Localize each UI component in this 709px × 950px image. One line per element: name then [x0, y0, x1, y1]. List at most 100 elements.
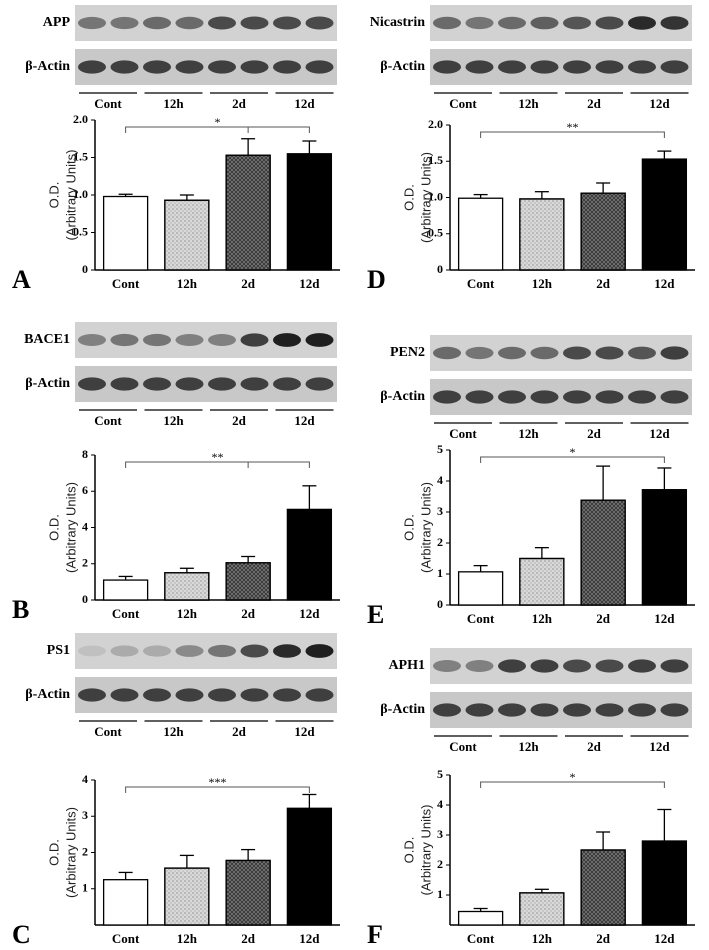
blot-band: [595, 703, 624, 717]
bar-texture: [225, 562, 271, 601]
significance-bracket: [125, 126, 310, 133]
blot-band: [498, 60, 526, 74]
x-tick-label: 12d: [654, 931, 675, 946]
significance-label: *: [215, 115, 221, 129]
blot-band: [465, 16, 494, 30]
bar: [102, 579, 149, 601]
blot-band: [433, 346, 461, 360]
x-tick-label: 2d: [596, 931, 611, 946]
y-tick-label: 2: [82, 556, 88, 570]
x-tick-label: Cont: [112, 606, 140, 621]
blot-band: [660, 16, 689, 30]
blot-band: [530, 659, 559, 673]
significance-bracket: [125, 461, 310, 468]
blot-band: [660, 703, 689, 717]
blot-band: [595, 60, 624, 74]
blot-band: [628, 60, 656, 74]
blot-band: [530, 60, 559, 74]
y-axis-label: O.D.: [401, 837, 416, 864]
lane-label: 12h: [163, 96, 184, 111]
bar: [457, 571, 504, 606]
y-tick-label: 4: [82, 519, 88, 533]
blot-band: [110, 60, 139, 74]
blot-band: [530, 16, 559, 30]
blot-band: [110, 16, 139, 30]
blot-band: [498, 703, 526, 717]
y-tick-label: 2: [437, 857, 443, 871]
blot-band: [240, 60, 269, 74]
blot-band: [273, 377, 301, 391]
bar: [457, 197, 504, 271]
bar-texture: [519, 198, 565, 271]
blot-band: [465, 660, 494, 672]
bar-texture: [519, 892, 565, 926]
blot-band: [78, 334, 106, 346]
blot-band: [305, 60, 334, 74]
blot-label: BACE1: [24, 332, 70, 347]
blot-band: [433, 703, 461, 717]
lane-label: 2d: [232, 413, 247, 428]
y-axis-label: (Arbitrary Units): [418, 482, 433, 573]
blot-band: [143, 645, 171, 657]
lane-label: Cont: [94, 413, 122, 428]
x-tick-label: Cont: [467, 611, 495, 626]
y-axis-label: O.D.: [401, 184, 416, 211]
blot-band: [143, 60, 171, 74]
blot-band: [595, 390, 624, 404]
y-tick-label: 4: [82, 772, 88, 786]
blot-band: [305, 333, 334, 347]
blot-band: [530, 346, 559, 360]
blot-band: [628, 703, 656, 717]
lane-label: 12d: [294, 96, 315, 111]
blot-band: [628, 16, 656, 30]
bar: [641, 840, 688, 926]
blot-label: PS1: [47, 643, 70, 658]
bar-texture: [164, 199, 210, 271]
blot-band: [240, 644, 269, 658]
x-tick-label: 12d: [654, 611, 675, 626]
y-tick-label: 2.0: [73, 112, 88, 126]
significance-bracket: [480, 131, 665, 138]
bar-texture: [580, 192, 626, 271]
blot-band: [563, 703, 591, 717]
blot-band: [660, 346, 689, 360]
blot-band: [563, 60, 591, 74]
bar-texture: [519, 557, 565, 606]
lane-label: 2d: [587, 96, 602, 111]
lane-label: 12d: [649, 96, 670, 111]
bar: [102, 879, 149, 926]
lane-label: 12h: [518, 739, 539, 754]
blot-band: [78, 60, 106, 74]
blot-band: [628, 390, 656, 404]
blot-band: [143, 377, 171, 391]
y-axis-label: (Arbitrary Units): [63, 149, 78, 240]
blot-band: [628, 659, 656, 673]
blot-label: APP: [43, 15, 71, 30]
bar: [641, 158, 688, 271]
significance-label: **: [567, 120, 579, 134]
blot-band: [208, 60, 236, 74]
lane-label: 12d: [294, 724, 315, 739]
blot-band: [273, 644, 301, 658]
blot-band: [143, 688, 171, 702]
blot-band: [208, 334, 236, 346]
panel-letter: B: [12, 595, 29, 624]
x-tick-label: 12h: [532, 611, 553, 626]
y-tick-label: 2.0: [428, 117, 443, 131]
panel-letter: F: [367, 920, 383, 949]
blot-band: [208, 688, 236, 702]
bar-texture: [225, 859, 271, 926]
y-tick-label: 1: [437, 566, 443, 580]
blot-band: [465, 703, 494, 717]
blot-band: [530, 390, 559, 404]
bar: [102, 195, 149, 271]
blot-band: [110, 377, 139, 391]
lane-label: Cont: [449, 96, 477, 111]
lane-label: Cont: [94, 724, 122, 739]
significance-label: **: [212, 450, 224, 464]
x-tick-label: Cont: [467, 276, 495, 291]
y-tick-label: 0: [437, 262, 443, 276]
bar-texture: [580, 849, 626, 926]
blot-band: [660, 659, 689, 673]
x-tick-label: 12d: [299, 276, 320, 291]
